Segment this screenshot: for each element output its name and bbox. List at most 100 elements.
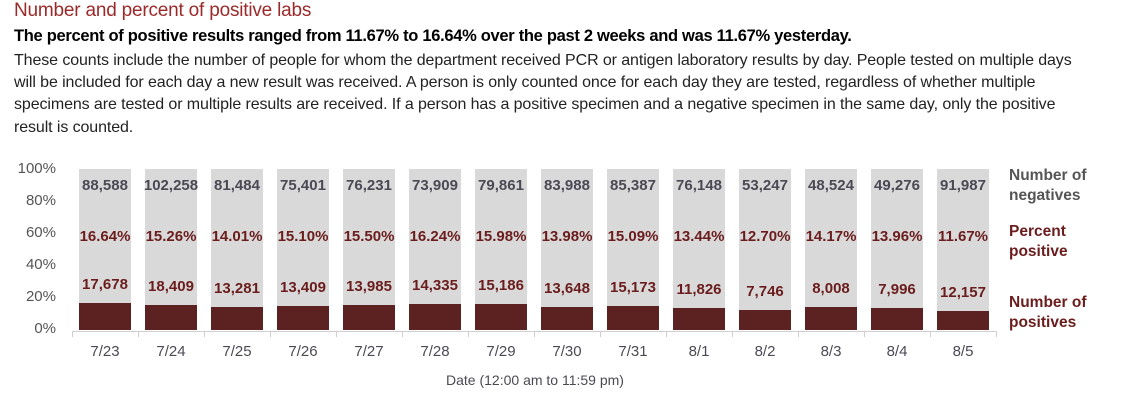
x-tick-mark	[336, 331, 337, 337]
negatives-label: 48,524	[808, 177, 854, 194]
legend-positives: Number of positives	[1009, 294, 1087, 331]
positives-label: 13,985	[346, 278, 392, 295]
x-tick-label: 7/31	[618, 343, 648, 360]
bar-4	[343, 169, 395, 330]
negatives-label: 53,247	[742, 177, 788, 194]
bar-positive-segment	[541, 307, 593, 330]
x-tick-label: 7/23	[90, 343, 120, 360]
x-tick-label: 8/1	[688, 343, 710, 360]
bar-8	[607, 169, 659, 330]
x-tick-mark	[270, 331, 271, 337]
percent-label: 14.01%	[211, 228, 263, 245]
positives-label: 7,996	[878, 281, 916, 298]
x-tick-mark	[402, 331, 403, 337]
positives-label: 12,157	[940, 284, 986, 301]
bar-positive-segment	[805, 307, 857, 330]
x-tick-mark	[468, 331, 469, 337]
x-tick-mark	[72, 331, 73, 337]
positives-label: 8,008	[812, 280, 850, 297]
negatives-label: 81,484	[214, 177, 260, 194]
percent-label: 15.98%	[475, 228, 527, 245]
x-tick-mark	[204, 331, 205, 337]
bar-7	[541, 169, 593, 330]
chart-title: Number and percent of positive labs	[14, 0, 312, 21]
bar-2	[211, 169, 263, 330]
x-tick-mark	[600, 331, 601, 337]
x-tick-label: 7/30	[552, 343, 582, 360]
y-tick-40: 40%	[25, 256, 56, 273]
negatives-label: 49,276	[874, 177, 920, 194]
y-tick-60: 60%	[25, 224, 56, 241]
percent-label: 13.96%	[871, 228, 923, 245]
x-tick-label: 8/4	[886, 343, 908, 360]
x-tick-mark	[996, 331, 997, 337]
bar-positive-segment	[739, 310, 791, 330]
bar-13	[937, 169, 989, 330]
positives-label: 13,648	[544, 280, 590, 297]
bar-positive-segment	[79, 303, 131, 330]
bar-positive-segment	[277, 306, 329, 330]
x-tick-label: 7/27	[354, 343, 384, 360]
positives-label: 14,335	[412, 277, 458, 294]
bar-10	[739, 169, 791, 330]
positives-label: 15,186	[478, 277, 524, 294]
bar-5	[409, 169, 461, 330]
x-tick-label: 8/5	[952, 343, 974, 360]
percent-label: 15.50%	[343, 228, 395, 245]
bar-positive-segment	[937, 311, 989, 330]
bar-3	[277, 169, 329, 330]
positives-label: 13,281	[214, 280, 260, 297]
negatives-label: 102,258	[143, 177, 199, 194]
percent-label: 15.09%	[607, 228, 659, 245]
bar-positive-segment	[145, 305, 197, 330]
bar-positive-segment	[211, 307, 263, 330]
x-tick-mark	[732, 331, 733, 337]
x-tick-label: 7/25	[222, 343, 252, 360]
y-tick-20: 20%	[25, 288, 56, 305]
positives-label: 18,409	[148, 278, 194, 295]
bar-positive-segment	[475, 304, 527, 330]
negatives-label: 75,401	[280, 177, 326, 194]
x-tick-label: 8/2	[754, 343, 776, 360]
y-tick-100: 100%	[17, 160, 56, 177]
positives-label: 15,173	[610, 279, 656, 296]
bar-positive-segment	[673, 308, 725, 330]
x-tick-mark	[666, 331, 667, 337]
x-tick-mark	[138, 331, 139, 337]
bar-positive-segment	[343, 305, 395, 330]
percent-label: 16.64%	[79, 228, 131, 245]
negatives-label: 79,861	[478, 177, 524, 194]
legend-percent-positive: Percent positive	[1009, 223, 1068, 260]
positives-label: 13,409	[280, 279, 326, 296]
y-tick-0: 0%	[34, 320, 56, 337]
negatives-label: 73,909	[412, 177, 458, 194]
percent-label: 15.10%	[277, 228, 329, 245]
bar-0	[79, 169, 131, 330]
percent-label: 11.67%	[937, 228, 989, 245]
bar-11	[805, 169, 857, 330]
percent-label: 16.24%	[409, 228, 461, 245]
stacked-bar-chart: 100% 80% 60% 40% 20% 0% 88,588 16.64% 17,6…	[0, 150, 1140, 403]
bar-positive-segment	[409, 304, 461, 330]
bar-9	[673, 169, 725, 330]
bar-1	[145, 169, 197, 330]
negatives-label: 85,387	[610, 177, 656, 194]
positives-label: 7,746	[746, 283, 784, 300]
legend-negatives: Number of negatives	[1009, 167, 1087, 204]
percent-label: 13.44%	[673, 228, 725, 245]
negatives-label: 76,231	[346, 177, 392, 194]
y-tick-80: 80%	[25, 192, 56, 209]
bar-positive-segment	[871, 308, 923, 330]
x-tick-label: 7/26	[288, 343, 318, 360]
percent-label: 15.26%	[145, 228, 197, 245]
positives-label: 17,678	[82, 276, 128, 293]
negatives-label: 88,588	[82, 177, 128, 194]
negatives-label: 91,987	[940, 177, 986, 194]
x-tick-label: 7/29	[486, 343, 516, 360]
percent-label: 14.17%	[805, 228, 857, 245]
x-tick-label: 7/24	[156, 343, 186, 360]
positives-label: 11,826	[676, 281, 722, 298]
chart-description: These counts include the number of peopl…	[14, 52, 1072, 136]
x-tick-mark	[930, 331, 931, 337]
percent-label: 13.98%	[541, 228, 593, 245]
